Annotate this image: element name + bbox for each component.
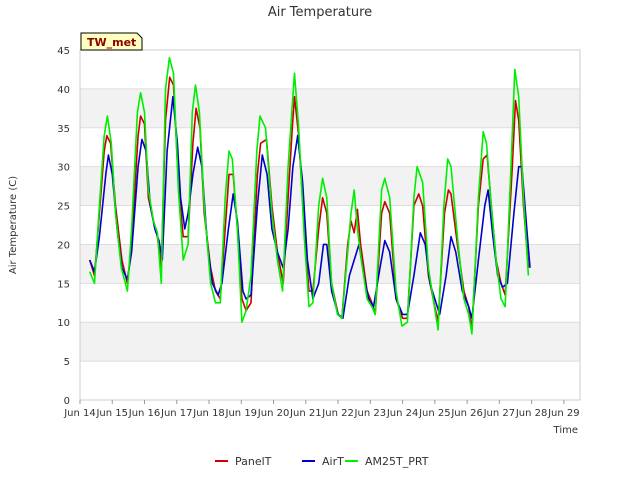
x-tick-label: Jun 18 [192, 408, 225, 419]
plot-band [80, 88, 580, 128]
x-axis-label: Time [553, 425, 578, 436]
plot-frame [79, 49, 581, 401]
x-tick-label: Jun 20 [257, 408, 290, 419]
y-tick-label: 10 [57, 318, 70, 329]
y-tick-label: 0 [64, 396, 70, 407]
x-tick-label: Jun 24 [386, 408, 419, 419]
x-tick-label: Jun 21 [289, 408, 322, 419]
x-tick-label: Jun 16 [128, 408, 161, 419]
x-tick-label: Jun 28 [515, 408, 548, 419]
y-tick-label: 15 [57, 279, 70, 290]
y-tick-label: 5 [64, 357, 70, 368]
y-tick-label: 45 [57, 46, 70, 57]
y-tick-label: 25 [57, 202, 70, 213]
legend-label: PanelT [235, 455, 272, 468]
y-axis-ticks: 0 5 10 15 20 25 30 35 40 45 [57, 46, 70, 407]
plot-band [80, 322, 580, 362]
x-axis-ticks: Jun 14 Jun 15 Jun 16 Jun 17 Jun 18 Jun 19 Jun … [63, 400, 580, 419]
badge-label: TW_met [87, 36, 136, 49]
legend-label: AirT [322, 455, 344, 468]
legend: PanelT AirT AM25T_PRT [215, 455, 429, 468]
x-tick-label: Jun 26 [450, 408, 483, 419]
y-tick-label: 20 [57, 240, 70, 251]
series-line-airt [88, 95, 531, 320]
chart-title: Air Temperature [268, 5, 372, 20]
series-line-am25t-prt [88, 56, 530, 335]
series-lines [88, 56, 531, 335]
y-axis-label: Air Temperature (C) [8, 176, 19, 274]
x-tick-label: Jun 25 [418, 408, 451, 419]
x-tick-label: Jun 22 [321, 408, 354, 419]
station-badge: TW_met [80, 32, 143, 51]
y-tick-label: 40 [57, 85, 70, 96]
x-tick-label: Jun 17 [160, 408, 193, 419]
y-tick-label: 35 [57, 124, 70, 135]
x-tick-label: Jun 14 [63, 408, 96, 419]
plot-band [80, 166, 580, 206]
x-tick-label: Jun 23 [354, 408, 387, 419]
y-tick-label: 30 [57, 163, 70, 174]
legend-label: AM25T_PRT [365, 455, 429, 468]
x-tick-label: Jun 29 [547, 408, 580, 419]
x-tick-label: Jun 15 [95, 408, 128, 419]
x-tick-label: Jun 27 [483, 408, 516, 419]
x-tick-label: Jun 19 [225, 408, 258, 419]
badge-box [80, 32, 143, 51]
